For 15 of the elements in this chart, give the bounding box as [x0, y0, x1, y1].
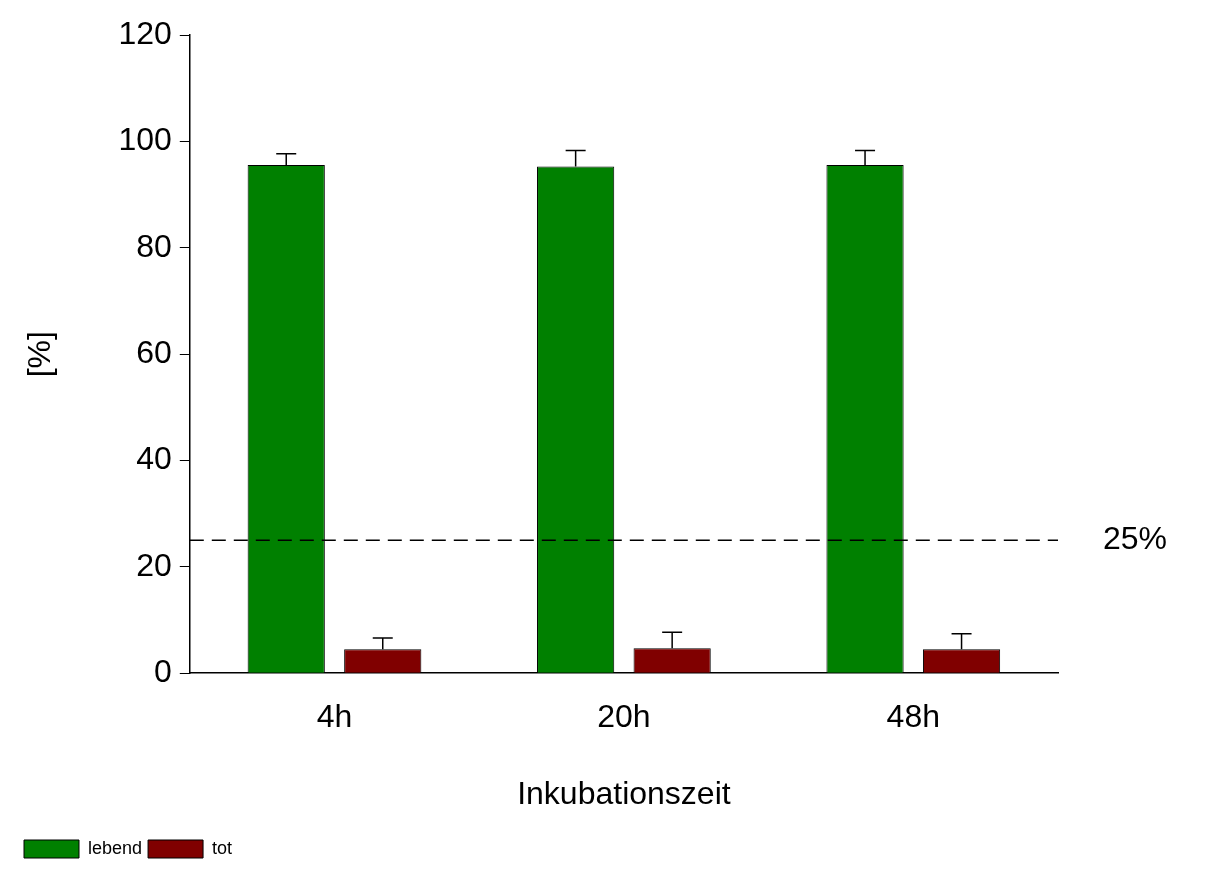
ref-line-label: 25% — [1103, 520, 1168, 557]
y-tick-label: 60 — [136, 334, 172, 371]
legend-label: lebend — [88, 837, 143, 858]
y-tick-label: 120 — [118, 15, 172, 52]
x-tick-label: 20h — [597, 698, 651, 735]
x-tick-label: 48h — [886, 698, 940, 735]
legend-label: tot — [212, 837, 233, 858]
x-tick-label: 4h — [316, 698, 353, 735]
x-axis-title: Inkubationszeit — [517, 774, 731, 811]
y-tick-label: 100 — [118, 121, 172, 158]
y-tick-label: 20 — [136, 546, 172, 583]
y-tick-label: 0 — [153, 653, 172, 690]
y-tick-label: 80 — [136, 227, 172, 264]
y-axis-title: [%] — [21, 331, 58, 378]
y-tick-label: 40 — [136, 440, 172, 477]
